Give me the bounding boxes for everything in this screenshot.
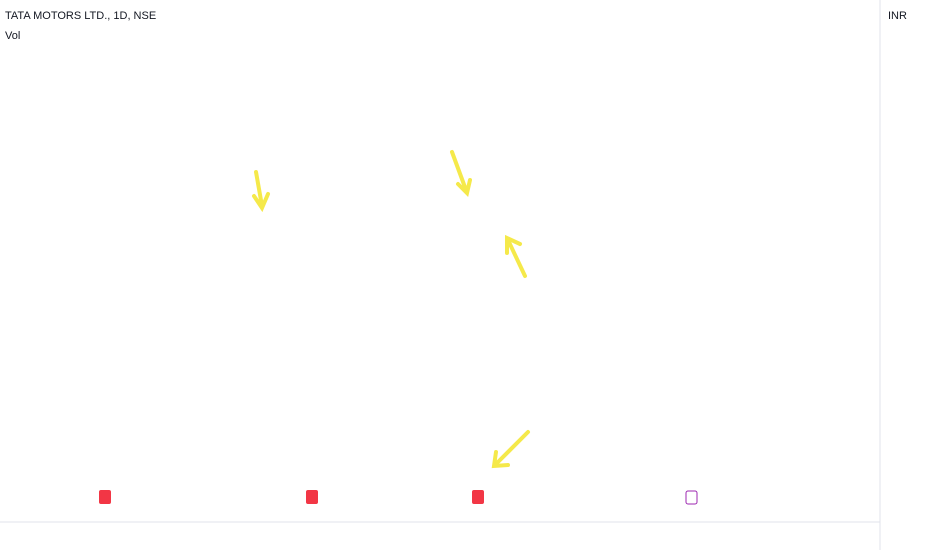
earnings-icons [99, 490, 698, 505]
arrows [252, 150, 530, 469]
arrow [450, 150, 472, 197]
earnings-icon [685, 490, 698, 505]
arrow [505, 234, 527, 278]
arrow [252, 170, 270, 213]
earnings-icon [472, 490, 484, 504]
earnings-icon [99, 490, 111, 504]
volume-label: Vol [5, 30, 20, 42]
arrow [491, 430, 530, 469]
currency: INR [888, 10, 907, 22]
earnings-icon [306, 490, 318, 504]
chart-title: TATA MOTORS LTD., 1D, NSE [5, 10, 156, 22]
decorations [0, 0, 881, 550]
